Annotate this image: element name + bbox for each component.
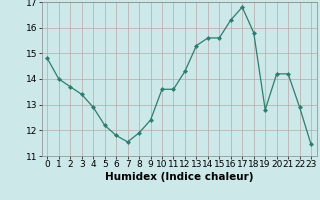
X-axis label: Humidex (Indice chaleur): Humidex (Indice chaleur) (105, 172, 253, 182)
